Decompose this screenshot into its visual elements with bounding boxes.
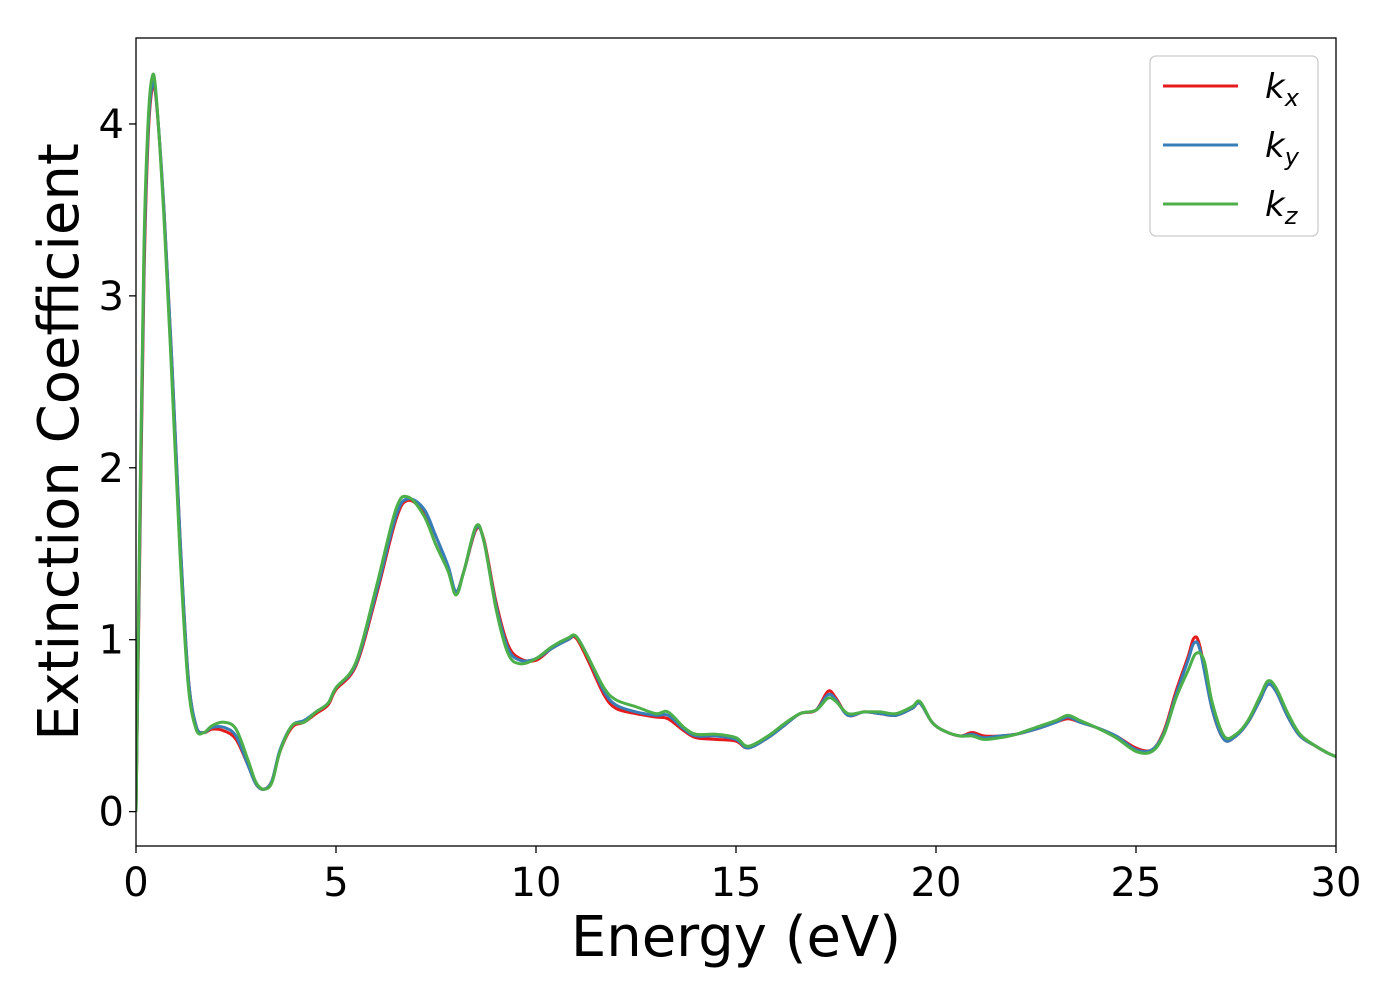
legend-label-base: k bbox=[1265, 126, 1286, 166]
legend-label-base: k bbox=[1265, 67, 1286, 107]
y-tick-label: 4 bbox=[99, 102, 124, 148]
legend-label-subscript: z bbox=[1284, 202, 1299, 230]
x-axis-title: Energy (eV) bbox=[571, 905, 901, 970]
y-tick-label: 1 bbox=[99, 618, 124, 664]
x-tick-label: 25 bbox=[1111, 860, 1162, 906]
legend-label-y: ky bbox=[1265, 126, 1300, 171]
legend-label-x: kx bbox=[1265, 67, 1300, 112]
legend-label-z: kz bbox=[1265, 185, 1299, 230]
axes-layer: 0 5 10 15 20 25 30 0 1 2 3 4 bbox=[99, 37, 1362, 906]
x-tick-label: 20 bbox=[911, 860, 962, 906]
y-tick-label: 2 bbox=[99, 446, 124, 492]
series-line-z bbox=[136, 72, 1336, 812]
y-axis-title: Extinction Coefficient bbox=[27, 143, 92, 741]
x-tick-label: 0 bbox=[123, 860, 148, 906]
legend-label-subscript: y bbox=[1284, 143, 1300, 171]
x-tick-label: 10 bbox=[511, 860, 562, 906]
x-tick-label: 15 bbox=[711, 860, 762, 906]
legend-label-base: k bbox=[1265, 185, 1286, 225]
y-tick-label: 3 bbox=[99, 274, 124, 320]
series-layer bbox=[136, 72, 1336, 812]
legend-label-subscript: x bbox=[1284, 84, 1300, 112]
x-tick-label: 5 bbox=[323, 860, 348, 906]
x-tick-label: 30 bbox=[1311, 860, 1362, 906]
y-tick-label: 0 bbox=[99, 790, 124, 836]
